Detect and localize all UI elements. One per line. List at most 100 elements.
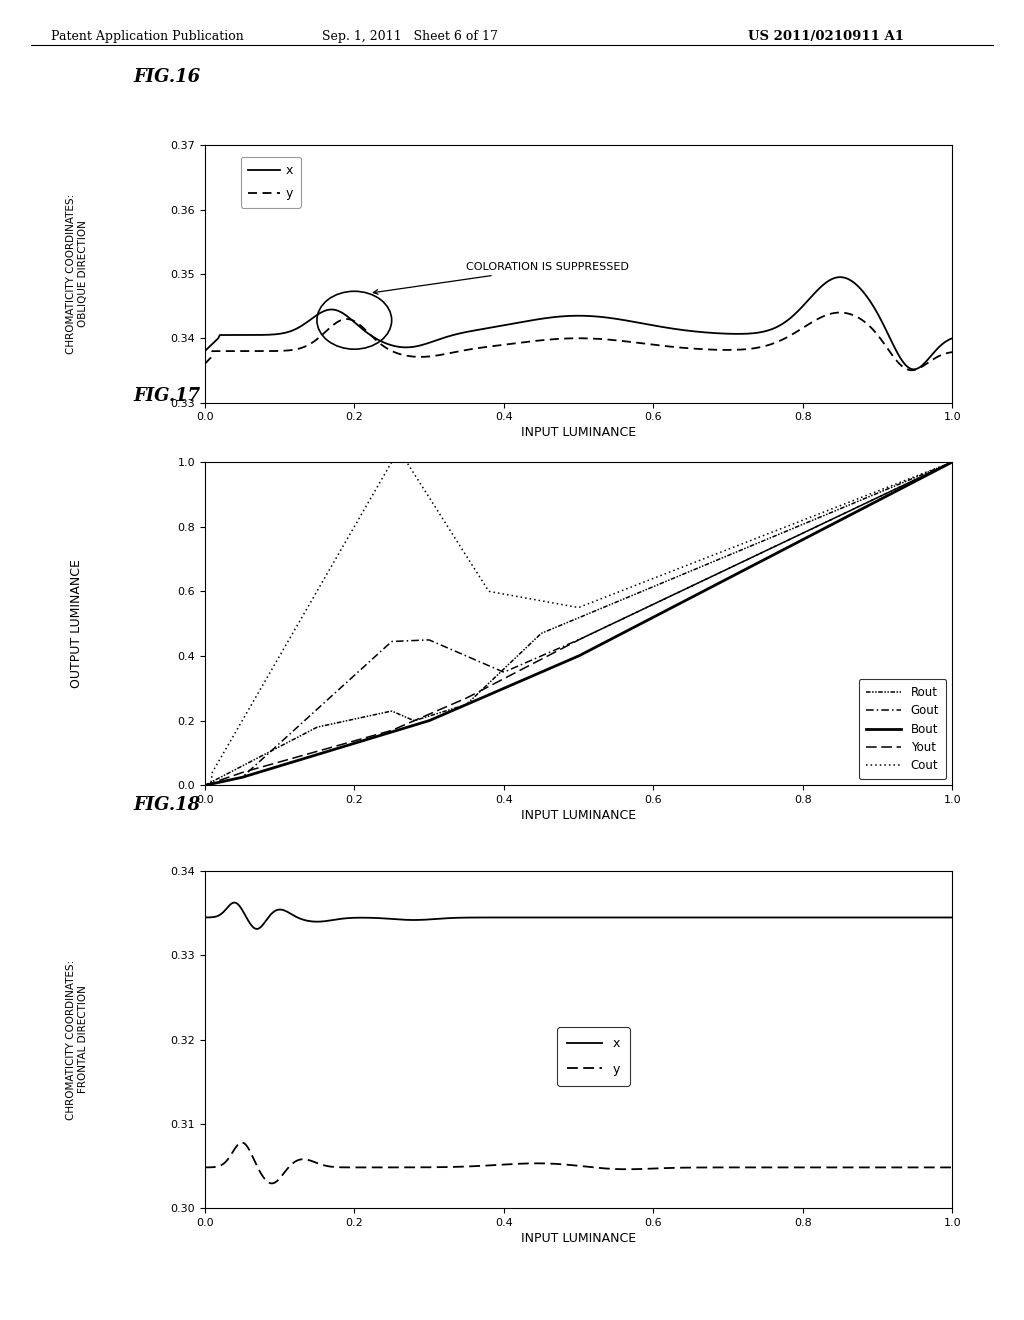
- Bout: [199, 777, 211, 793]
- Text: Patent Application Publication: Patent Application Publication: [51, 30, 244, 44]
- Bout: [811, 524, 823, 540]
- y: [931, 1159, 943, 1175]
- Rout: [199, 777, 211, 793]
- x: [606, 909, 618, 925]
- x: [554, 309, 566, 325]
- Gout: [554, 640, 566, 656]
- Rout: [946, 454, 958, 470]
- y: [558, 330, 570, 346]
- Gout: [946, 454, 958, 470]
- X-axis label: INPUT LUMINANCE: INPUT LUMINANCE: [521, 809, 636, 822]
- y: [561, 1156, 573, 1172]
- Cout: [386, 454, 398, 470]
- Gout: [928, 462, 940, 478]
- x: [643, 317, 655, 333]
- y: [814, 1159, 826, 1175]
- x: [199, 343, 211, 359]
- y: [266, 1176, 279, 1192]
- Gout: [603, 618, 615, 634]
- x: [946, 330, 958, 346]
- x: [834, 269, 846, 285]
- Gout: [558, 638, 570, 653]
- x: [228, 895, 241, 911]
- Cout: [645, 572, 657, 587]
- Line: Gout: Gout: [205, 462, 952, 785]
- Gout: [811, 519, 823, 535]
- Cout: [555, 597, 567, 612]
- Legend: x, y: x, y: [241, 157, 301, 207]
- Rout: [554, 618, 566, 634]
- Cout: [930, 461, 942, 477]
- y: [931, 348, 943, 364]
- Yout: [946, 454, 958, 470]
- Text: FIG.18: FIG.18: [133, 796, 201, 814]
- Line: x: x: [205, 277, 952, 370]
- Bout: [643, 611, 655, 627]
- X-axis label: INPUT LUMINANCE: INPUT LUMINANCE: [521, 1232, 636, 1245]
- Gout: [643, 598, 655, 614]
- Gout: [199, 777, 211, 793]
- x: [907, 362, 920, 378]
- Cout: [604, 587, 616, 603]
- Text: CHROMATICITY COORDINATES:
OBLIQUE DIRECTION: CHROMATICITY COORDINATES: OBLIQUE DIRECT…: [66, 194, 88, 354]
- x: [811, 282, 823, 298]
- x: [646, 909, 658, 925]
- Legend: Rout, Gout, Bout, Yout, Cout: Rout, Gout, Bout, Yout, Cout: [859, 678, 946, 780]
- Line: Yout: Yout: [205, 462, 952, 785]
- y: [643, 337, 655, 352]
- Rout: [558, 616, 570, 632]
- Rout: [643, 581, 655, 597]
- Yout: [554, 642, 566, 657]
- Legend: x, y: x, y: [557, 1027, 630, 1085]
- Bout: [558, 655, 570, 671]
- Text: OUTPUT LUMINANCE: OUTPUT LUMINANCE: [71, 560, 83, 688]
- x: [603, 310, 615, 326]
- y: [646, 1160, 658, 1176]
- y: [606, 1162, 618, 1177]
- y: [199, 356, 211, 372]
- x: [946, 909, 958, 925]
- y: [946, 1159, 958, 1175]
- Text: Sep. 1, 2011   Sheet 6 of 17: Sep. 1, 2011 Sheet 6 of 17: [322, 30, 498, 44]
- Rout: [603, 597, 615, 612]
- Yout: [199, 777, 211, 793]
- Line: y: y: [205, 313, 952, 370]
- y: [554, 331, 566, 347]
- Line: Bout: Bout: [205, 462, 952, 785]
- Cout: [199, 777, 211, 793]
- Line: y: y: [205, 1143, 952, 1184]
- Yout: [928, 462, 940, 478]
- Text: US 2011/0210911 A1: US 2011/0210911 A1: [748, 30, 903, 44]
- Text: CHROMATICITY COORDINATES:
FRONTAL DIRECTION: CHROMATICITY COORDINATES: FRONTAL DIRECT…: [66, 960, 88, 1119]
- Yout: [558, 639, 570, 655]
- Text: FIG.16: FIG.16: [133, 67, 201, 86]
- Text: FIG.17: FIG.17: [133, 387, 201, 405]
- Cout: [813, 506, 825, 521]
- x: [251, 921, 263, 937]
- Rout: [811, 511, 823, 527]
- Bout: [554, 656, 566, 672]
- Bout: [946, 454, 958, 470]
- y: [946, 345, 958, 360]
- Bout: [603, 632, 615, 648]
- X-axis label: INPUT LUMINANCE: INPUT LUMINANCE: [521, 426, 636, 440]
- y: [603, 331, 615, 347]
- Line: Rout: Rout: [205, 462, 952, 785]
- y: [811, 312, 823, 327]
- Line: x: x: [205, 903, 952, 929]
- Text: COLORATION IS SUPPRESSED: COLORATION IS SUPPRESSED: [374, 263, 630, 294]
- y: [906, 362, 919, 378]
- x: [931, 909, 943, 925]
- x: [557, 909, 569, 925]
- y: [557, 1156, 569, 1172]
- Rout: [928, 462, 940, 478]
- x: [931, 341, 943, 356]
- x: [558, 309, 570, 325]
- Yout: [643, 598, 655, 614]
- x: [814, 909, 826, 925]
- Yout: [811, 519, 823, 535]
- y: [199, 1159, 211, 1175]
- Cout: [946, 454, 958, 470]
- y: [834, 305, 846, 321]
- Yout: [603, 618, 615, 634]
